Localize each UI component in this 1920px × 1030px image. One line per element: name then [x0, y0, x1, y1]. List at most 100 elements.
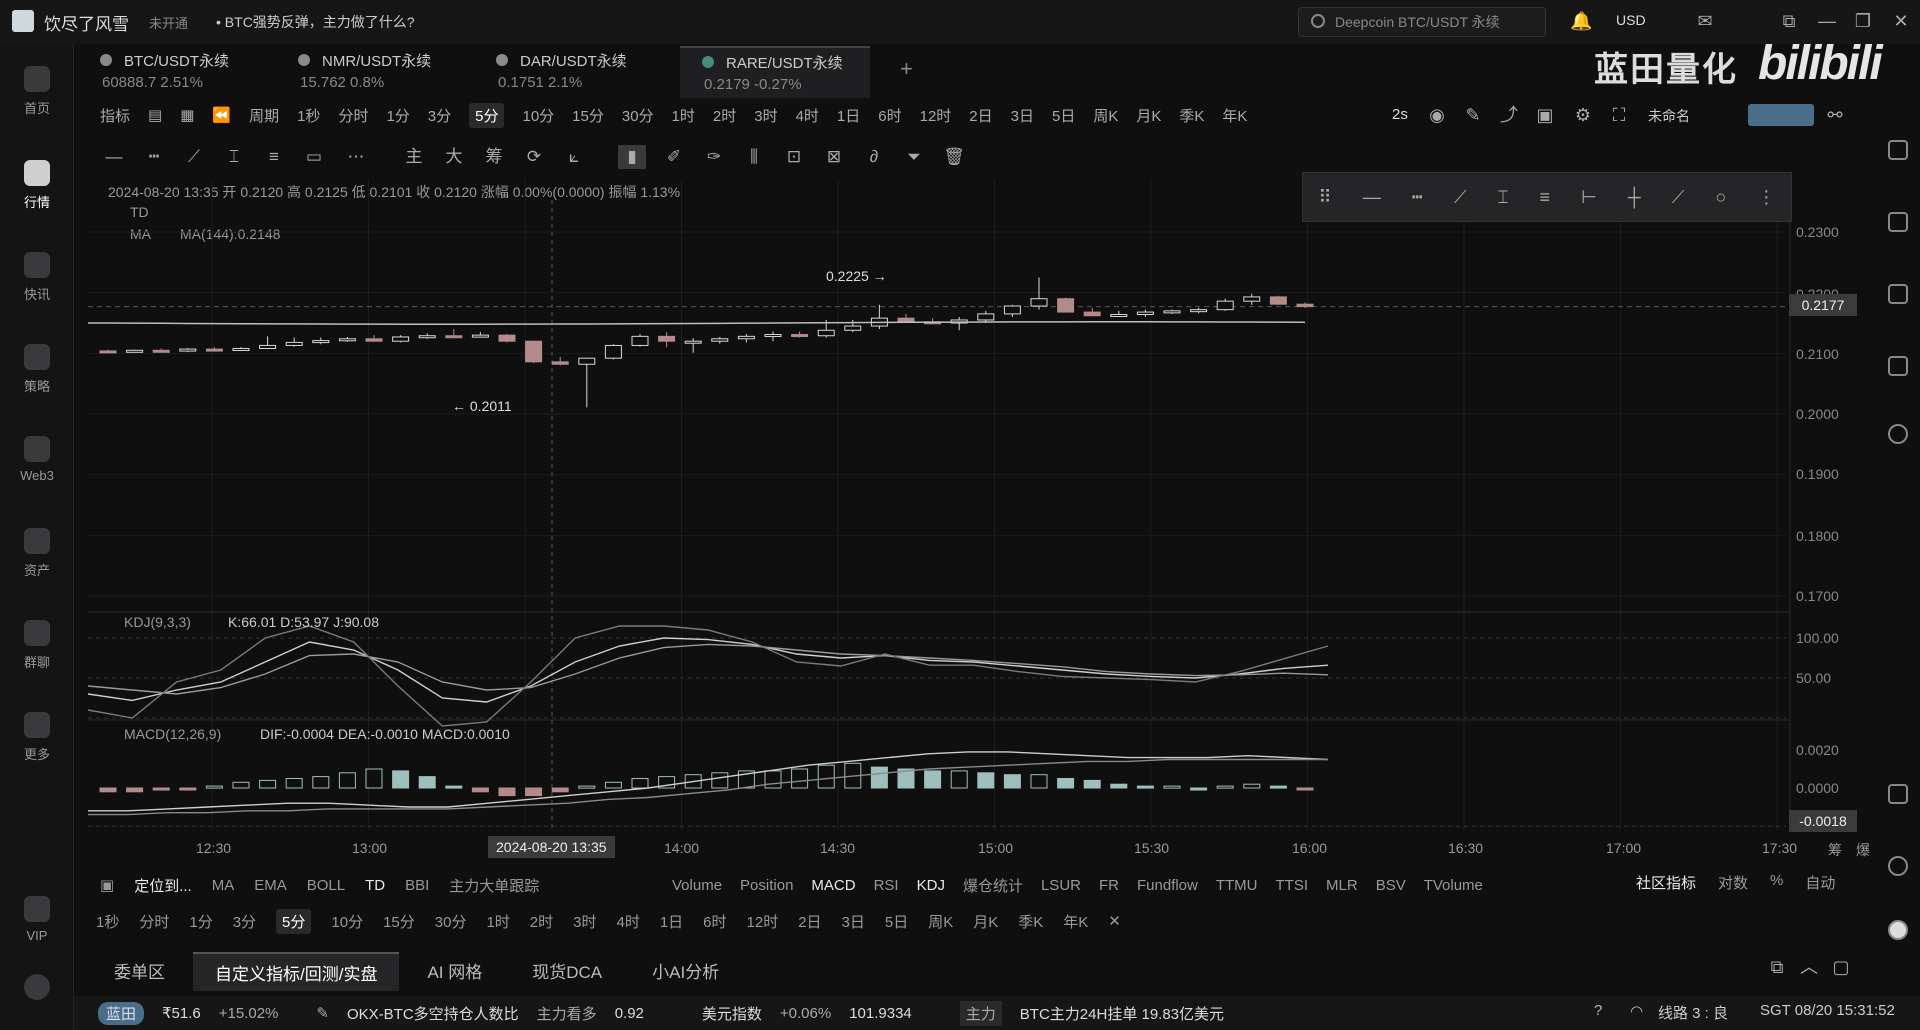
tf-1d[interactable]: 1日: [836, 107, 861, 125]
drag-handle-icon[interactable]: ⠿: [1318, 186, 1332, 207]
tf-3h[interactable]: 3时: [754, 107, 778, 125]
tf2-5m[interactable]: 5分: [276, 908, 312, 934]
vline-icon[interactable]: ┼: [1627, 186, 1641, 207]
tf2-15m[interactable]: 15分: [383, 913, 415, 931]
tf2-12h[interactable]: 12时: [746, 913, 779, 931]
tf2-6h[interactable]: 6时: [703, 913, 727, 931]
tf-week[interactable]: 周K: [1093, 107, 1119, 125]
fullscreen-icon[interactable]: ⛶: [1612, 105, 1626, 125]
tf-30m[interactable]: 30分: [621, 107, 654, 125]
ind-boll[interactable]: BOLL: [306, 876, 346, 894]
tf2-season[interactable]: 季K: [1018, 913, 1044, 931]
indicator-button[interactable]: 指标: [100, 107, 131, 125]
period-select[interactable]: 周期: [249, 107, 280, 125]
sidebar-item-assets[interactable]: 资产: [0, 528, 74, 579]
tf-4h[interactable]: 4时: [795, 107, 819, 125]
sidebar-item-chat[interactable]: 群聊: [0, 620, 74, 671]
tf2-4h[interactable]: 4时: [616, 913, 640, 931]
ind-liquidation[interactable]: 爆仓统计: [962, 877, 1023, 895]
ind-bsv[interactable]: BSV: [1375, 876, 1406, 894]
tf2-10m[interactable]: 10分: [331, 913, 364, 931]
sidebar-item-web3[interactable]: Web3: [0, 436, 74, 483]
tf-3m[interactable]: 3分: [427, 107, 452, 125]
tf2-week[interactable]: 周K: [928, 913, 954, 931]
minimize-icon[interactable]: —: [1818, 11, 1836, 31]
sidebar-item-market[interactable]: 行情: [0, 160, 74, 211]
tab-spot-dca[interactable]: 现货DCA: [532, 963, 603, 982]
sidebar-item-flash[interactable]: 快讯: [0, 252, 74, 303]
circle-icon[interactable]: ○: [1715, 186, 1727, 207]
ind-ema[interactable]: EMA: [254, 876, 287, 894]
restore-icon[interactable]: ❐: [1854, 11, 1872, 31]
share-icon[interactable]: ⤴: [1500, 105, 1518, 125]
layout-icon[interactable]: ▦: [180, 107, 195, 124]
expand-icon[interactable]: ▢: [1832, 957, 1850, 977]
line-icon[interactable]: ⟋: [1453, 186, 1467, 207]
add-tab-button[interactable]: +: [900, 56, 913, 81]
ind-tvolume[interactable]: TVolume: [1423, 876, 1483, 894]
measure-tool-icon[interactable]: ⟀: [568, 147, 580, 166]
ind-ma[interactable]: MA: [211, 876, 235, 894]
ind-td[interactable]: TD: [365, 876, 386, 894]
percent-scale-button[interactable]: %: [1770, 872, 1784, 889]
td-label[interactable]: TD: [130, 204, 149, 220]
ind-macd[interactable]: MACD: [811, 876, 856, 894]
ticker-tab-nmr[interactable]: NMR/USDT永续 15.762 0.8%: [276, 46, 466, 98]
tf-2h[interactable]: 2时: [712, 107, 737, 125]
tf-1m[interactable]: 1分: [386, 107, 410, 125]
trash-icon[interactable]: 🗑: [943, 147, 965, 166]
brush-tool-icon[interactable]: ✐: [666, 147, 682, 166]
channel-tool-icon[interactable]: ≡: [269, 147, 279, 166]
news-ticker[interactable]: • BTC强势反弹，主力做了什么?: [216, 14, 415, 30]
rewind-icon[interactable]: ⏪: [212, 107, 232, 124]
burst-button[interactable]: 爆: [1856, 842, 1870, 858]
chip-tool-icon[interactable]: 筹: [485, 147, 503, 166]
pen-icon[interactable]: ✎: [316, 1005, 329, 1022]
layout-panel-icon[interactable]: [1888, 784, 1908, 804]
close-icon[interactable]: ✕: [1893, 11, 1909, 31]
link-icon[interactable]: ⚯: [1827, 105, 1843, 125]
trendline-tool-icon[interactable]: ⟋: [188, 147, 200, 166]
tf-12h[interactable]: 12时: [919, 107, 952, 125]
search-input[interactable]: Deepcoin BTC/USDT 永续: [1335, 14, 1500, 30]
tf-10m[interactable]: 10分: [522, 107, 555, 125]
tf2-30m[interactable]: 30分: [434, 913, 467, 931]
marker-tool-icon[interactable]: ✑: [706, 147, 722, 166]
sidebar-item-home[interactable]: 首页: [0, 66, 74, 117]
ind-ttsi[interactable]: TTSI: [1275, 876, 1309, 894]
trend-icon[interactable]: [1888, 284, 1908, 304]
calendar-icon[interactable]: ▤: [148, 107, 163, 124]
pen-icon[interactable]: ✎: [1465, 105, 1481, 125]
tf2-2d[interactable]: 2日: [798, 913, 822, 931]
popout-icon[interactable]: ⧉: [1782, 11, 1796, 31]
ind-fr[interactable]: FR: [1098, 876, 1119, 894]
ind-volume[interactable]: Volume: [672, 876, 723, 894]
tf-15m[interactable]: 15分: [572, 107, 604, 125]
network-route[interactable]: 线路 3 : 良: [1658, 1005, 1729, 1022]
tf2-3h[interactable]: 3时: [573, 913, 597, 931]
membership-pill[interactable]: 未开通: [149, 15, 189, 31]
ma-label[interactable]: MA: [130, 226, 151, 242]
ticker-tab-dar[interactable]: DAR/USDT永续 0.1751 2.1%: [474, 46, 664, 98]
refresh-rate[interactable]: 2s: [1392, 106, 1408, 123]
tf-season[interactable]: 季K: [1179, 107, 1205, 125]
kdj-label[interactable]: KDJ(9,3,3): [124, 614, 191, 630]
auto-scale-button[interactable]: 自动: [1805, 875, 1836, 892]
dollar-icon[interactable]: [1888, 212, 1908, 232]
log-scale-button[interactable]: 对数: [1718, 875, 1749, 892]
ind-bigorder[interactable]: 主力大单跟踪: [449, 877, 540, 895]
tf2-month[interactable]: 月K: [973, 913, 999, 931]
locate-button[interactable]: 定位到...: [134, 877, 192, 895]
ind-bbi[interactable]: BBI: [405, 876, 430, 894]
tf2-1s[interactable]: 1秒: [96, 913, 120, 931]
tf-2d[interactable]: 2日: [969, 107, 993, 125]
ind-fundflow[interactable]: Fundflow: [1136, 876, 1198, 894]
swap-icon[interactable]: [1888, 424, 1908, 444]
vrange-tool-icon[interactable]: ⌶: [228, 147, 240, 166]
status-tag[interactable]: 蓝田: [98, 1001, 145, 1025]
ruler-tool-icon[interactable]: ┅: [148, 147, 160, 166]
ticker-tab-rare[interactable]: RARE/USDT永续 0.2179 -0.27%: [680, 46, 870, 98]
tab-ai-analysis[interactable]: 小AI分析: [652, 963, 720, 982]
locate-icon[interactable]: ▣: [100, 877, 115, 894]
